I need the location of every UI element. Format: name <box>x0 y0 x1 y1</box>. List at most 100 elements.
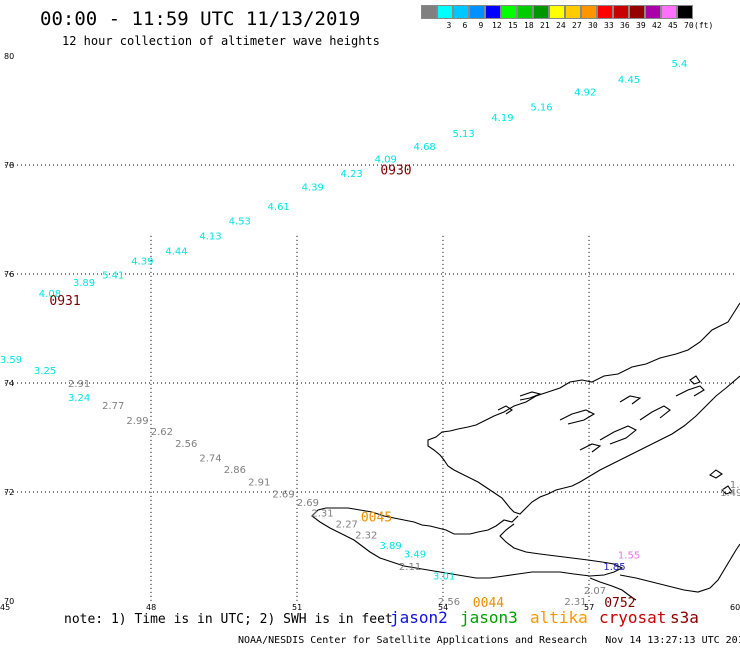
legend-unit: (ft) <box>694 21 714 30</box>
swh-value: 3.01 <box>433 571 455 582</box>
swh-value: 2.07 <box>584 586 606 597</box>
swh-value: 2.99 <box>126 416 148 427</box>
swh-value: 4.45 <box>618 75 640 86</box>
swh-value: 4.39 <box>131 256 153 267</box>
swh-value: 2.56 <box>175 439 197 450</box>
legend-label: 45 <box>668 21 678 30</box>
swh-value: 5.13 <box>452 129 474 140</box>
legend-swatch <box>613 5 629 19</box>
legend-label: 18 <box>524 21 534 30</box>
legend-label: 24 <box>556 21 566 30</box>
coastline <box>311 302 740 601</box>
satellite-name: jason2 <box>390 608 448 627</box>
pass-time-label: 0045 <box>361 511 392 526</box>
swh-value: 4.13 <box>199 231 221 242</box>
swh-value: 2.31 <box>564 597 586 608</box>
swh-value: 1.6 <box>730 480 740 491</box>
graticule <box>5 164 735 601</box>
novaya-zemlya-fjords <box>497 385 705 453</box>
legend-swatch <box>565 5 581 19</box>
latitude-label: 78 <box>4 161 14 170</box>
swh-value: 2.27 <box>336 520 358 531</box>
legend-labels: 3 6 9 12 15 18 21 24 27 30 33 36 39 42 45 70 (ft) <box>421 21 714 35</box>
legend-label: 39 <box>636 21 646 30</box>
legend-swatch <box>517 5 533 19</box>
footer-note: note: 1) Time is in UTC; 2) SWH is in fe… <box>64 612 393 627</box>
swh-value: 3.49 <box>404 550 426 561</box>
pass-time-label: 0752 <box>604 596 635 611</box>
legend-label: 3 <box>446 21 452 30</box>
swh-value: 4.09 <box>375 154 397 165</box>
latitude-label: 74 <box>4 379 14 388</box>
novaya-zemlya-north-island <box>427 302 740 515</box>
longitude-label: 51 <box>292 603 302 612</box>
legend-label: 12 <box>492 21 502 30</box>
legend-swatch <box>453 5 469 19</box>
swh-value: 2.77 <box>102 401 124 412</box>
longitude-label: 54 <box>438 603 448 612</box>
pass-time-label: 0931 <box>49 294 80 309</box>
swh-value: 4.61 <box>268 202 290 213</box>
latitude-label: 76 <box>4 270 14 279</box>
swh-value: 2.69 <box>297 498 319 509</box>
swh-value: 4.08 <box>39 289 61 300</box>
swh-value: 3.24 <box>68 393 90 404</box>
satellite-name: jason3 <box>460 608 518 627</box>
longitude-label: 57 <box>584 603 594 612</box>
latitude-label: 80 <box>4 52 14 61</box>
swh-value: 3.59 <box>0 355 22 366</box>
legend-label: 21 <box>540 21 550 30</box>
legend-label: 33 <box>604 21 614 30</box>
page-subtitle: 12 hour collection of altimeter wave hei… <box>62 34 380 48</box>
latitude-label: 70 <box>4 597 14 606</box>
swh-value: 2.86 <box>224 465 246 476</box>
longitude-label: 45 <box>0 603 10 612</box>
legend-label: 15 <box>508 21 518 30</box>
swh-value: 1.49 <box>720 488 740 499</box>
pass-time-label: 0044 <box>473 596 504 611</box>
legend-label: 6 <box>462 21 468 30</box>
legend-swatch <box>485 5 501 19</box>
swh-value: 2.31 <box>311 509 333 520</box>
swh-value: 5.16 <box>530 103 552 114</box>
legend-swatch <box>501 5 517 19</box>
page-title: 00:00 - 11:59 UTC 11/13/2019 <box>40 8 361 30</box>
swh-value: 4.44 <box>165 247 187 258</box>
swh-value: 4.39 <box>302 182 324 193</box>
swh-value: 1.85 <box>603 562 625 573</box>
swh-value: 4.68 <box>414 142 436 153</box>
swh-value: 3.25 <box>34 366 56 377</box>
legend-swatch <box>549 5 565 19</box>
legend-label: 36 <box>620 21 630 30</box>
swh-values: 4.08 3.89 5.41 4.39 4.44 4.13 4.53 4.61 4.39 4.23… <box>0 59 740 608</box>
legend-swatch <box>581 5 597 19</box>
legend-swatch <box>469 5 485 19</box>
legend-swatch <box>437 5 453 19</box>
legend-swatch <box>629 5 645 19</box>
swh-value: 4.53 <box>229 217 251 228</box>
latitude-label: 72 <box>4 488 14 497</box>
mainland-coast <box>619 543 740 593</box>
islets <box>689 375 733 495</box>
legend-label: 9 <box>478 21 484 30</box>
satellite-name: cryosat <box>599 608 667 627</box>
swh-value: 4.19 <box>491 113 513 124</box>
vaygach-coast <box>589 577 637 601</box>
legend-swatch <box>677 5 693 19</box>
color-legend: 3 6 9 12 15 18 21 24 27 30 33 36 39 42 45 70 (ft) <box>421 5 714 35</box>
pass-time-label: 0930 <box>380 163 411 178</box>
longitude-label: 48 <box>146 603 156 612</box>
legend-swatch <box>421 5 437 19</box>
swh-value: 2.62 <box>151 427 173 438</box>
legend-swatch <box>645 5 661 19</box>
swh-value: 2.69 <box>272 490 294 501</box>
legend-label: 27 <box>572 21 582 30</box>
legend-label: 70 <box>684 21 694 30</box>
swh-value: 4.23 <box>341 169 363 180</box>
longitude-label: 60 <box>730 603 740 612</box>
swh-value: 2.74 <box>199 454 221 465</box>
swh-value: 5.4 <box>671 59 687 70</box>
credit-line: NOAA/NESDIS Center for Satellite Applica… <box>238 635 740 646</box>
